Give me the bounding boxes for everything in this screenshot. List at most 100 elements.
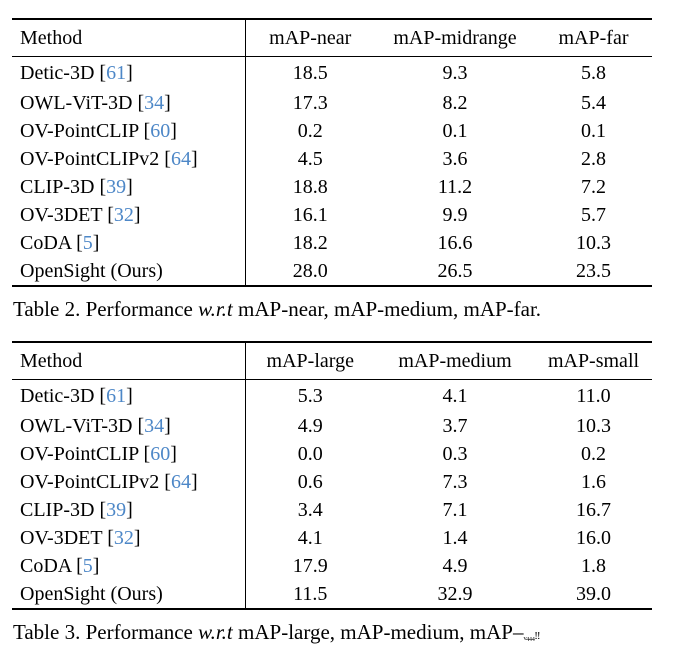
method-cell: OV-PointCLIP [60] xyxy=(20,443,177,465)
table-row-ov-pointclip: OV-PointCLIP [60] 0.2 0.1 0.1 xyxy=(12,117,652,145)
column-header-map-medium: mAP-medium xyxy=(375,342,535,380)
table-3-block: Method mAP-large mAP-medium mAP-small Detic-… xyxy=(0,341,682,648)
column-header-map-near: mAP-near xyxy=(244,19,375,57)
column-header-map-midrange: mAP-midrange xyxy=(375,19,535,57)
value-cell: 0.1 xyxy=(442,120,468,142)
caption-italic-wrt: w.r.t xyxy=(198,297,233,321)
value-cell: 18.5 xyxy=(244,56,375,89)
value-cell: 5.4 xyxy=(581,92,606,114)
caption-text: Table 3. Performance xyxy=(13,620,199,644)
table-row-ov-3det: OV-3DET [32] 4.1 1.4 16.0 xyxy=(12,524,652,552)
value-cell: 10.3 xyxy=(576,415,611,437)
column-header-method: Method xyxy=(12,342,245,380)
value-cell: 16.1 xyxy=(244,201,375,229)
value-cell: 7.2 xyxy=(581,176,606,198)
value-cell: 7.1 xyxy=(442,499,468,521)
citation-link[interactable]: 34 xyxy=(144,92,165,114)
value-cell: 23.5 xyxy=(576,260,611,282)
value-cell: 39.0 xyxy=(576,583,611,605)
value-cell: 16.7 xyxy=(576,499,611,521)
citation-link[interactable]: 61 xyxy=(106,62,127,84)
value-cell: 1.8 xyxy=(581,555,606,577)
method-cell: OWL-ViT-3D [34] xyxy=(20,92,171,114)
caption-text: mAP-near, mAP-medium, mAP-far. xyxy=(232,297,542,321)
table-row-ov-pointclipv2: OV-PointCLIPv2 [64] 4.5 3.6 2.8 xyxy=(12,145,652,173)
value-cell: 0.0 xyxy=(244,440,375,468)
citation-link[interactable]: 60 xyxy=(150,120,171,142)
method-cell: CoDA [5] xyxy=(20,555,100,577)
value-cell: 9.3 xyxy=(442,62,468,84)
value-cell: 17.3 xyxy=(244,89,375,117)
value-cell: 32.9 xyxy=(437,583,473,605)
table-2-caption: Table 2. Performance w.r.t mAP-near, mAP… xyxy=(13,297,671,325)
table-3-caption: Table 3. Performance w.r.t mAP-large, mA… xyxy=(13,620,671,648)
method-cell: CLIP-3D [39] xyxy=(20,499,133,521)
value-cell: 0.2 xyxy=(244,117,375,145)
value-cell: 0.6 xyxy=(244,468,375,496)
table-row-coda: CoDA [5] 18.2 16.6 10.3 xyxy=(12,229,652,257)
value-cell: 0.1 xyxy=(581,120,606,142)
value-cell: 4.9 xyxy=(442,555,468,577)
value-cell: 17.9 xyxy=(244,552,375,580)
column-header-map-far: mAP-far xyxy=(535,19,652,57)
citation-link[interactable]: 39 xyxy=(106,499,127,521)
header-row: Method mAP-near mAP-midrange mAP-far xyxy=(12,19,652,57)
value-cell: 8.2 xyxy=(442,92,468,114)
value-cell: 2.8 xyxy=(581,148,606,170)
value-cell: 3.4 xyxy=(244,496,375,524)
method-cell: OpenSight (Ours) xyxy=(20,583,163,605)
results-table-large-medium-small: Method mAP-large mAP-medium mAP-small Detic-… xyxy=(12,341,652,610)
value-cell: 11.0 xyxy=(576,385,611,407)
table-row-detic-3d: Detic-3D [61] 18.5 9.3 5.8 xyxy=(12,56,652,89)
citation-link[interactable]: 39 xyxy=(106,176,127,198)
caption-garbled-text: ᵥ₄₄₄‼ xyxy=(523,630,540,642)
method-cell: OV-3DET [32] xyxy=(20,204,141,226)
citation-link[interactable]: 61 xyxy=(106,385,127,407)
value-cell: 9.9 xyxy=(442,204,468,226)
method-cell: OpenSight (Ours) xyxy=(20,260,163,282)
value-cell: 4.9 xyxy=(244,412,375,440)
citation-link[interactable]: 64 xyxy=(170,148,191,170)
column-header-map-large: mAP-large xyxy=(244,342,375,380)
value-cell: 11.2 xyxy=(437,176,473,198)
column-header-map-small: mAP-small xyxy=(535,342,652,380)
method-cell: Detic-3D [61] xyxy=(20,62,133,84)
value-cell: 28.0 xyxy=(244,257,375,286)
value-cell: 1.4 xyxy=(442,527,468,549)
table-row-clip-3d: CLIP-3D [39] 18.8 11.2 7.2 xyxy=(12,173,652,201)
citation-link[interactable]: 32 xyxy=(113,527,134,549)
table-row-owl-vit-3d: OWL-ViT-3D [34] 17.3 8.2 5.4 xyxy=(12,89,652,117)
citation-link[interactable]: 34 xyxy=(144,415,165,437)
citation-link[interactable]: 5 xyxy=(82,555,93,577)
caption-text: mAP-large, mAP-medium, mAP– xyxy=(232,620,524,644)
table-row-opensight-ours: OpenSight (Ours) 11.5 32.9 39.0 xyxy=(12,580,652,609)
table-row-ov-pointclip: OV-PointCLIP [60] 0.0 0.3 0.2 xyxy=(12,440,652,468)
value-cell: 5.7 xyxy=(581,204,606,226)
citation-link[interactable]: 32 xyxy=(113,204,134,226)
value-cell: 3.6 xyxy=(442,148,468,170)
caption-italic-wrt: w.r.t xyxy=(198,620,233,644)
value-cell: 18.2 xyxy=(244,229,375,257)
value-cell: 1.6 xyxy=(581,471,606,493)
value-cell: 5.8 xyxy=(581,62,606,84)
value-cell: 5.3 xyxy=(244,379,375,412)
method-cell: OWL-ViT-3D [34] xyxy=(20,415,171,437)
value-cell: 26.5 xyxy=(437,260,473,282)
value-cell: 4.5 xyxy=(244,145,375,173)
caption-text: Table 2. Performance xyxy=(13,297,199,321)
method-cell: Detic-3D [61] xyxy=(20,385,133,407)
table-row-ov-pointclipv2: OV-PointCLIPv2 [64] 0.6 7.3 1.6 xyxy=(12,468,652,496)
citation-link[interactable]: 5 xyxy=(82,232,93,254)
value-cell: 0.2 xyxy=(581,443,606,465)
citation-link[interactable]: 60 xyxy=(150,443,171,465)
table-row-owl-vit-3d: OWL-ViT-3D [34] 4.9 3.7 10.3 xyxy=(12,412,652,440)
citation-link[interactable]: 64 xyxy=(170,471,191,493)
results-table-near-midrange-far: Method mAP-near mAP-midrange mAP-far Detic-3… xyxy=(12,18,652,287)
table-row-clip-3d: CLIP-3D [39] 3.4 7.1 16.7 xyxy=(12,496,652,524)
method-cell: OV-3DET [32] xyxy=(20,527,141,549)
value-cell: 4.1 xyxy=(442,385,468,407)
method-cell: OV-PointCLIP [60] xyxy=(20,120,177,142)
method-cell: OV-PointCLIPv2 [64] xyxy=(20,471,198,493)
value-cell: 4.1 xyxy=(244,524,375,552)
value-cell: 3.7 xyxy=(442,415,468,437)
